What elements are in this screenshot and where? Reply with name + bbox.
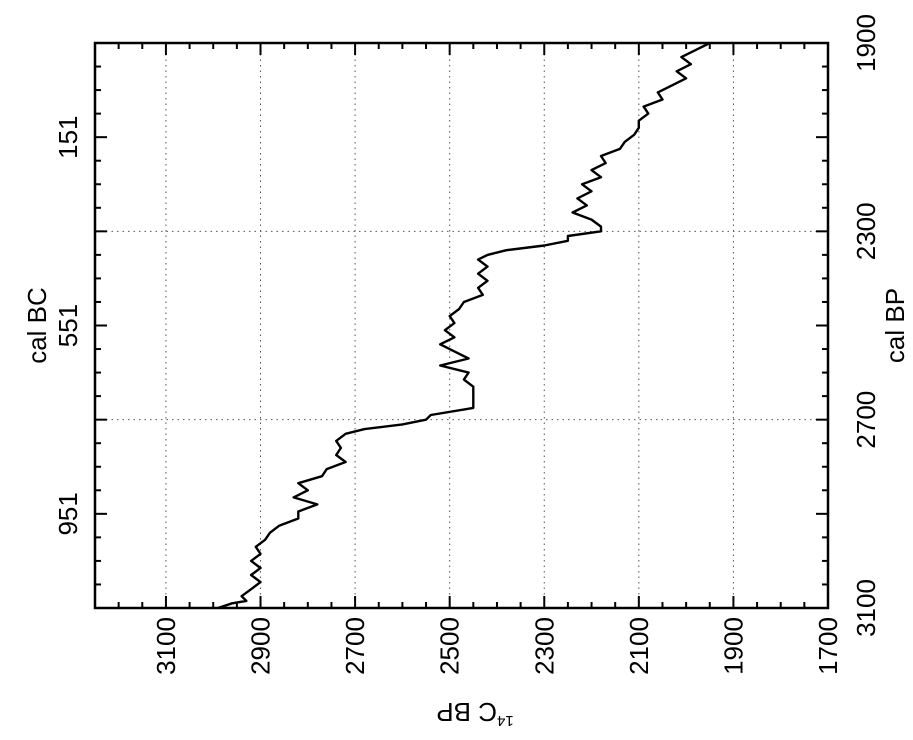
c14-axis-title: 14C BP bbox=[436, 697, 513, 730]
grid-lines bbox=[95, 43, 828, 608]
c14-axis-title-superscript: 14 bbox=[497, 713, 514, 730]
cal-bc-tick-label: 151 bbox=[53, 115, 83, 158]
c14-tick-label: 2300 bbox=[529, 617, 559, 675]
c14-tick-label: 2500 bbox=[435, 617, 465, 675]
c14-tick-label: 2900 bbox=[246, 617, 276, 675]
c14-tick-label: 2700 bbox=[340, 617, 370, 675]
calibration-curve bbox=[217, 41, 711, 610]
c14-tick-label: 1900 bbox=[718, 617, 748, 675]
cal-bp-tick-label: 1900 bbox=[851, 14, 881, 72]
c14-tick-label: 1700 bbox=[813, 617, 843, 675]
c14-tick-label: 2100 bbox=[624, 617, 654, 675]
cal-bp-axis-title: cal BP bbox=[880, 288, 910, 363]
axis-labels: 3100 2900 2700 2500 2300 2100 1900 1700 1900 2300… bbox=[22, 14, 910, 729]
plot-frame bbox=[93, 41, 830, 610]
cal-bc-tick-label: 551 bbox=[53, 304, 83, 347]
cal-bc-axis-title: cal BC bbox=[22, 287, 52, 364]
cal-bp-tick-label: 2300 bbox=[851, 202, 881, 260]
cal-bp-tick-label: 2700 bbox=[851, 391, 881, 449]
cal-bp-tick-label: 3100 bbox=[851, 579, 881, 637]
c14-tick-label: 3100 bbox=[151, 617, 181, 675]
axis-ticks bbox=[94, 42, 829, 609]
cal-bc-tick-label: 951 bbox=[53, 492, 83, 535]
c14-axis-title-main: C BP bbox=[436, 697, 497, 727]
